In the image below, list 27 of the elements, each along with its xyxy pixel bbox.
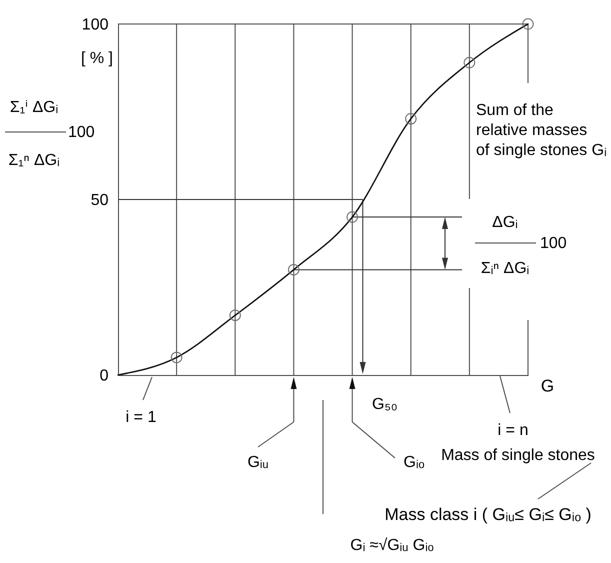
text: Mass of single stones (441, 447, 595, 464)
text: 100 (540, 235, 567, 252)
y-tick-label: 100 (82, 16, 109, 34)
annotation: Sum of the relative masses of single stones Gᵢ (476, 102, 607, 159)
y-tick-label: 0 (100, 368, 109, 384)
point (170, 352, 182, 364)
point (288, 264, 300, 276)
text: [ % ] (80, 50, 113, 67)
y-tick-label: 50 (90, 192, 109, 209)
point (464, 56, 476, 68)
point (405, 113, 417, 125)
text: i = 1 (126, 409, 156, 426)
text: 100 (68, 124, 95, 141)
annotation: Σᵢⁿ ΔGᵢ (480, 260, 530, 277)
x-axis-title: G (540, 376, 554, 396)
text: Σ₁ⁿ ΔGᵢ (8, 152, 60, 169)
text: Mass class i ( Gᵢᵤ≤ Gᵢ≤ Gᵢₒ ) (384, 505, 592, 524)
point (522, 18, 534, 30)
text: Gᵢᵤ (247, 454, 269, 471)
point (229, 310, 241, 322)
text: Gᵢ ≈√Gᵢᵤ Gᵢₒ (350, 537, 434, 554)
point (346, 211, 358, 223)
text: Σ₁ⁱ ΔGᵢ (10, 99, 58, 116)
annotation: ΔGᵢ (492, 214, 518, 231)
text: i = n (498, 422, 528, 439)
text: G₅₀ (372, 396, 398, 413)
text: Gᵢₒ (404, 454, 424, 471)
